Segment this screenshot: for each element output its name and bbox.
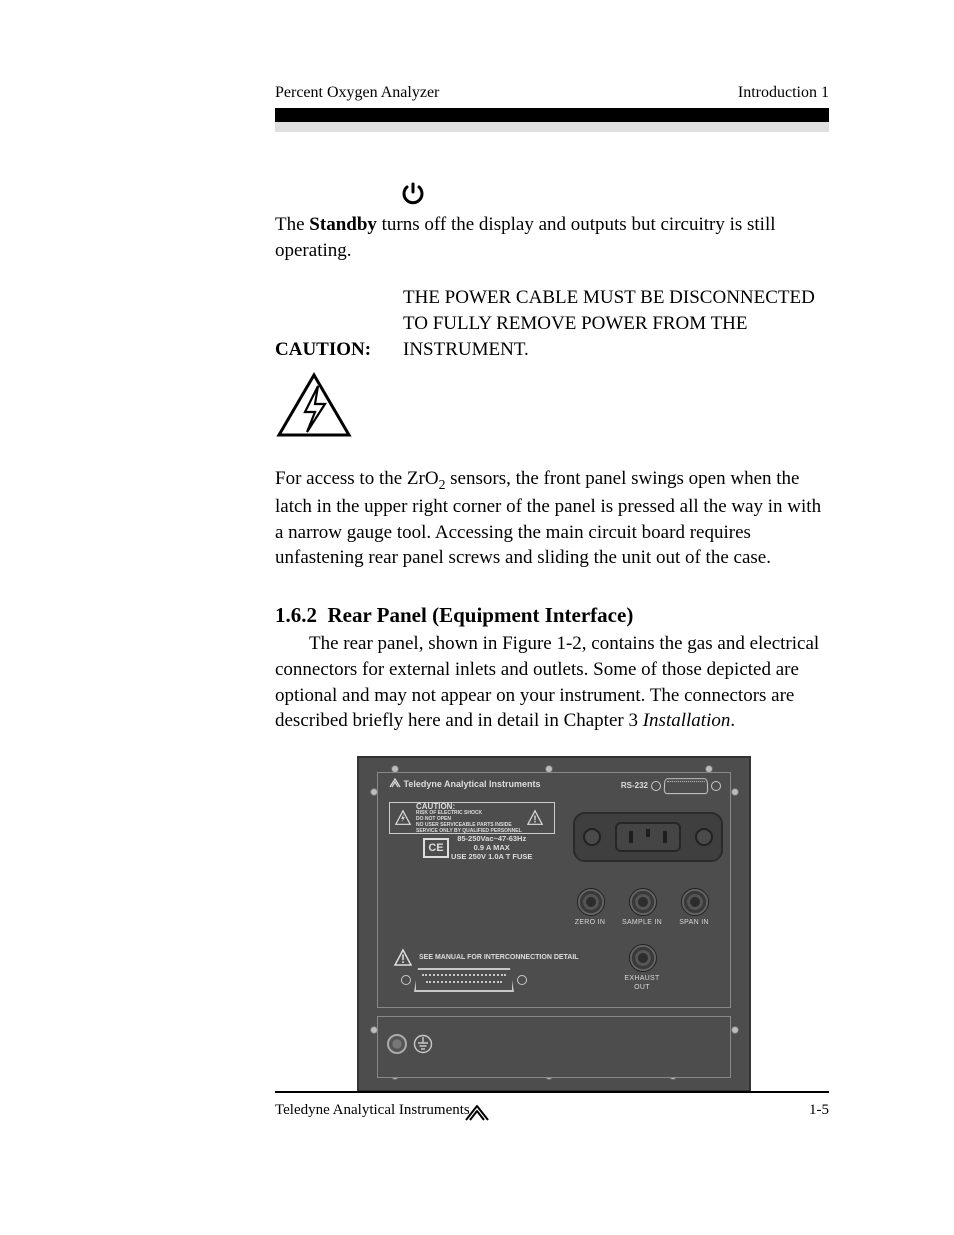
rs232-label: RS-232 — [621, 781, 648, 792]
fuse-holder-icon — [695, 828, 713, 846]
caution-word: CAUTION: — [416, 802, 455, 811]
standby-word: Standby — [309, 214, 377, 235]
running-head-left: Percent Oxygen Analyzer — [275, 84, 439, 102]
text: . — [730, 710, 735, 731]
fuse-holder-icon — [583, 828, 601, 846]
svg-text:!: ! — [401, 952, 405, 966]
db9-connector[interactable] — [664, 778, 709, 794]
text: The — [275, 214, 309, 235]
jackscrew-icon — [711, 781, 721, 791]
header-black-rule — [275, 108, 829, 122]
caution-lines: RISK OF ELECTRIC SHOCKDO NOT OPENNO USER… — [416, 811, 522, 834]
section-title-text: Rear Panel (Equipment Interface) — [328, 603, 634, 627]
body-column: The Standby turns off the display and ou… — [275, 180, 829, 1092]
brand-row: Teledyne Analytical Instruments — [389, 778, 541, 790]
text: For access to the ZrO — [275, 468, 439, 489]
db25-row — [401, 968, 527, 992]
teledyne-logo-icon — [389, 778, 401, 788]
port-label-span-in: SPAN IN — [668, 918, 720, 927]
power-inlet-module[interactable] — [573, 812, 723, 862]
jackscrew-icon — [401, 975, 411, 985]
high-voltage-icon — [275, 372, 353, 440]
svg-text:!: ! — [533, 814, 536, 825]
standby-paragraph: The Standby turns off the display and ou… — [275, 212, 829, 263]
section-number: 1.6.2 — [275, 603, 317, 627]
ground-icon — [413, 1034, 433, 1054]
warning-triangle-icon: ! — [526, 809, 544, 827]
section-heading: 1.6.2 Rear Panel (Equipment Interface) — [275, 601, 829, 629]
footer-rule — [275, 1091, 829, 1093]
brand-text: Teledyne Analytical Instruments — [404, 779, 541, 789]
port-label-exhaust: EXHAUST OUT — [616, 974, 668, 993]
caution-label-text: CAUTION: RISK OF ELECTRIC SHOCKDO NOT OP… — [416, 802, 522, 835]
rear-caution-label: CAUTION: RISK OF ELECTRIC SHOCKDO NOT OP… — [389, 802, 555, 834]
port-label-zero-in: ZERO IN — [564, 918, 616, 927]
hazard-triangle-icon — [394, 809, 412, 827]
manual-note-text: SEE MANUAL FOR INTERCONNECTION DETAIL — [419, 953, 579, 962]
ground-stud[interactable] — [387, 1034, 407, 1054]
caution-label: CAUTION: — [275, 337, 385, 367]
chapter-ref: Installation — [643, 710, 731, 731]
screw-icon — [731, 788, 739, 796]
page: Percent Oxygen Analyzer Introduction 1 T… — [0, 0, 954, 1235]
ground-row — [387, 1034, 433, 1054]
jackscrew-icon — [517, 975, 527, 985]
standby-icon — [399, 180, 427, 208]
caution-message: THE POWER CABLE MUST BE DISCONNECTED TO … — [403, 285, 829, 366]
port-label-sample-in: SAMPLE IN — [616, 918, 668, 927]
gas-port-sample-in[interactable] — [629, 888, 657, 916]
gas-port-span-in[interactable] — [681, 888, 709, 916]
running-head-right: Introduction 1 — [738, 84, 829, 102]
iec-inlet[interactable] — [615, 822, 681, 852]
rear-panel-figure: Teledyne Analytical Instruments RS-232 — [357, 756, 747, 1092]
access-paragraph: For access to the ZrO2 sensors, the fron… — [275, 466, 829, 571]
jackscrew-icon — [651, 781, 661, 791]
screw-icon — [731, 1026, 739, 1034]
teledyne-logo-icon — [464, 1104, 490, 1122]
text: The rear panel, shown in Figure 1-2, con… — [275, 633, 819, 731]
ce-mark: CE — [423, 838, 449, 858]
rear-panel: Teledyne Analytical Instruments RS-232 — [357, 756, 751, 1092]
gas-port-exhaust[interactable] — [629, 944, 657, 972]
power-spec-text: 85-250Vac~47-63Hz0.9 A MAXUSE 250V 1.0A … — [451, 834, 532, 861]
gas-port-zero-in[interactable] — [577, 888, 605, 916]
header-gray-rule — [275, 122, 829, 132]
manual-note-row: ! SEE MANUAL FOR INTERCONNECTION DETAIL — [393, 948, 579, 968]
warning-triangle-icon: ! — [393, 948, 413, 968]
caution-block: CAUTION: THE POWER CABLE MUST BE DISCONN… — [275, 285, 829, 448]
rs232-row: RS-232 — [621, 778, 721, 794]
rear-panel-paragraph: The rear panel, shown in Figure 1-2, con… — [275, 631, 829, 734]
footer-page-number: 1-5 — [809, 1102, 829, 1119]
db25-connector[interactable] — [414, 968, 514, 992]
